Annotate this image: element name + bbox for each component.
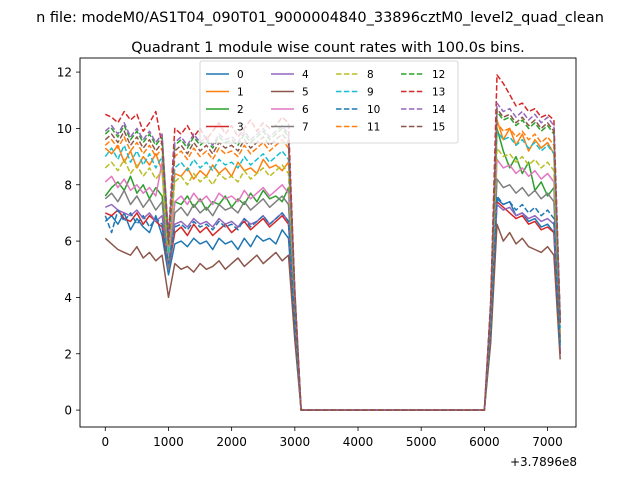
y-tick-label: 12 <box>57 66 72 80</box>
legend-label-2: 2 <box>237 104 244 116</box>
chart-title: Quadrant 1 module wise count rates with … <box>131 40 525 56</box>
x-tick-label: 5000 <box>406 435 437 449</box>
legend-label-6: 6 <box>302 104 309 116</box>
legend-label-9: 9 <box>367 86 374 98</box>
x-tick-label: 3000 <box>280 435 311 449</box>
legend-box <box>199 60 459 144</box>
legend-label-3: 3 <box>237 121 244 133</box>
x-tick-label: 0 <box>101 435 109 449</box>
y-tick-label: 6 <box>64 235 72 249</box>
x-tick-label: 2000 <box>216 435 247 449</box>
x-tick-label: 4000 <box>343 435 374 449</box>
legend-label-13: 13 <box>432 86 445 98</box>
legend-label-0: 0 <box>237 69 244 81</box>
legend-label-1: 1 <box>237 86 244 98</box>
legend-label-4: 4 <box>302 69 309 81</box>
legend-label-11: 11 <box>367 121 380 133</box>
x-offset-label: +3.7896e8 <box>510 455 577 469</box>
legend-label-14: 14 <box>432 104 446 116</box>
y-tick-label: 2 <box>64 347 72 361</box>
legend-label-10: 10 <box>367 104 380 116</box>
x-tick-label: 6000 <box>469 435 500 449</box>
legend-label-15: 15 <box>432 121 445 133</box>
y-tick-label: 10 <box>57 122 72 136</box>
legend-label-8: 8 <box>367 69 374 81</box>
legend-label-12: 12 <box>432 69 445 81</box>
legend-label-5: 5 <box>302 86 309 98</box>
x-tick-label: 1000 <box>153 435 184 449</box>
y-tick-label: 0 <box>64 404 72 418</box>
figure-suptitle: n file: modeM0/AS1T04_090T01_9000004840_… <box>36 10 604 26</box>
plot-frame <box>79 57 577 428</box>
y-tick-label: 4 <box>64 291 72 305</box>
x-tick-label: 7000 <box>532 435 563 449</box>
legend-label-7: 7 <box>302 121 309 133</box>
series-line-15 <box>104 107 561 411</box>
y-tick-label: 8 <box>64 178 72 192</box>
